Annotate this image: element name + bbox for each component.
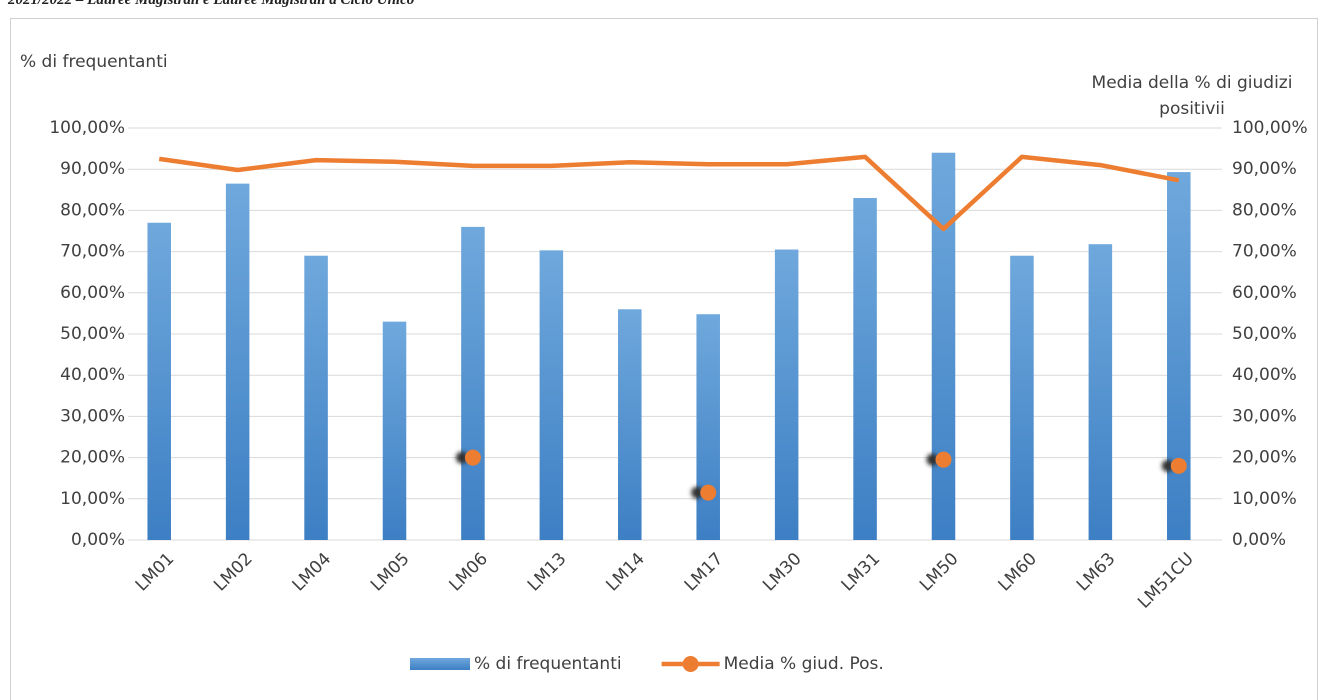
legend-label: % di frequentanti xyxy=(474,654,622,674)
x-tick-label: LM01 xyxy=(132,549,179,596)
point-shadow xyxy=(455,451,468,464)
bar xyxy=(696,314,720,540)
bar xyxy=(225,183,250,540)
y2-tick-label: 70,00% xyxy=(1232,242,1297,262)
y2-tick-label: 0,00% xyxy=(1232,530,1286,550)
y-tick-label: 40,00% xyxy=(60,365,125,385)
y-tick-label: 30,00% xyxy=(60,406,125,426)
x-tick-label: LM60 xyxy=(994,549,1041,596)
chart-border xyxy=(10,18,1318,700)
x-tick-label: LM31 xyxy=(838,549,885,596)
x-tick-label: LM05 xyxy=(367,549,414,596)
y-tick-label: 80,00% xyxy=(60,200,125,220)
bar xyxy=(618,309,642,540)
bar xyxy=(304,255,328,540)
bar xyxy=(1088,244,1113,540)
x-tick-label: LM04 xyxy=(289,549,336,596)
bar xyxy=(1167,172,1191,541)
x-tick-label: LM14 xyxy=(602,549,649,596)
y-tick-label: 70,00% xyxy=(60,242,125,262)
y2-tick-label: 80,00% xyxy=(1232,200,1297,220)
line xyxy=(158,154,1180,232)
y-tick-label: 60,00% xyxy=(60,283,125,303)
x-tick-label: LM02 xyxy=(210,549,257,596)
y-tick-label: 100,00% xyxy=(49,118,125,138)
y2-axis-label: Media della % di giudizi positivii xyxy=(1091,73,1293,119)
x-tick-label: LM50 xyxy=(916,549,963,596)
legend-swatch xyxy=(410,658,470,670)
point xyxy=(700,484,717,501)
bar xyxy=(853,198,877,541)
point-shadow xyxy=(1161,459,1174,472)
bar xyxy=(147,222,171,540)
bar xyxy=(774,249,799,541)
bar xyxy=(539,250,564,540)
y-tick-label: 20,00% xyxy=(60,448,125,468)
point-shadow xyxy=(691,486,704,499)
y-tick-label: 50,00% xyxy=(60,324,125,344)
y-tick-label: 10,00% xyxy=(60,489,125,509)
x-tick-label: LM17 xyxy=(681,549,728,596)
bar xyxy=(1010,255,1034,540)
x-tick-label: LM30 xyxy=(759,549,806,596)
point xyxy=(1170,457,1187,474)
legend-marker xyxy=(682,656,699,672)
y2-tick-label: 30,00% xyxy=(1232,406,1297,426)
y2-tick-label: 100,00% xyxy=(1232,118,1308,138)
x-tick-label: LM06 xyxy=(445,549,492,596)
caption: 2021/2022 – Lauree Magistrali e Lauree M… xyxy=(8,0,415,8)
point-shadow xyxy=(926,453,939,466)
point xyxy=(464,449,481,466)
bar xyxy=(931,152,956,540)
y-axis-label: % di frequentanti xyxy=(20,52,168,72)
bar xyxy=(382,321,407,540)
x-tick-label: LM63 xyxy=(1073,549,1120,596)
x-tick-label: LM51CU xyxy=(1134,549,1198,613)
y-tick-label: 90,00% xyxy=(60,159,125,179)
y2-tick-label: 20,00% xyxy=(1232,448,1297,468)
y2-tick-label: 10,00% xyxy=(1232,489,1297,509)
legend-label: Media % giud. Pos. xyxy=(724,654,884,674)
bar xyxy=(461,226,485,540)
y2-tick-label: 90,00% xyxy=(1232,159,1297,179)
y2-tick-label: 60,00% xyxy=(1232,283,1297,303)
y2-tick-label: 50,00% xyxy=(1232,324,1297,344)
point xyxy=(935,451,952,468)
y-tick-label: 0,00% xyxy=(71,530,125,550)
y2-tick-label: 40,00% xyxy=(1232,365,1297,385)
x-tick-label: LM13 xyxy=(524,549,571,596)
